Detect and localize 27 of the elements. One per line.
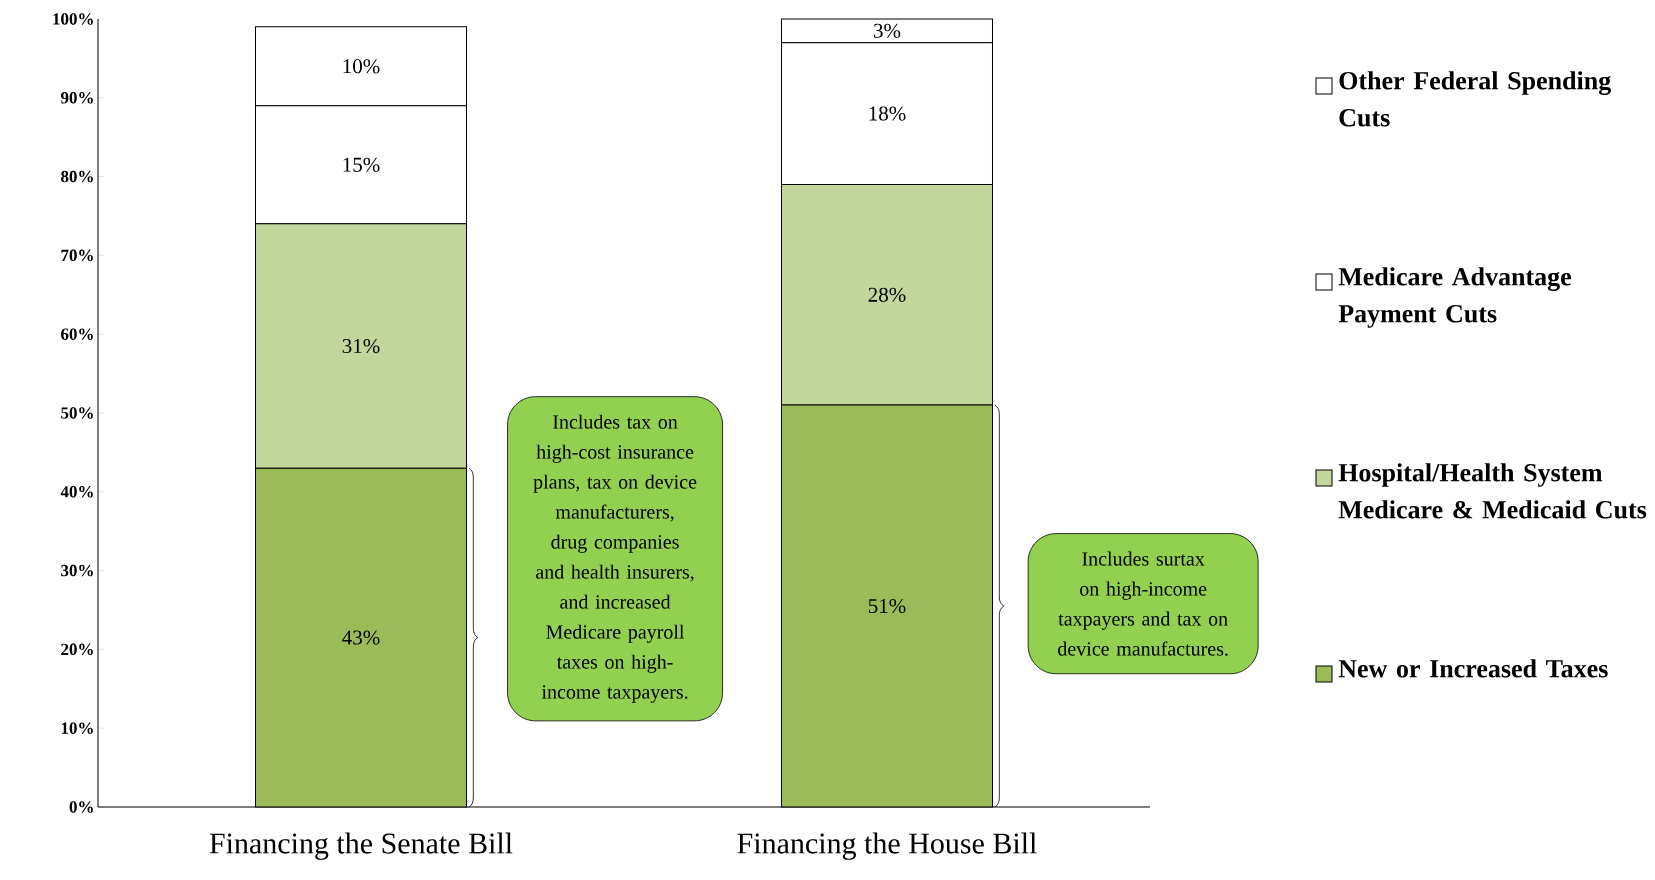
x-tick-label: Financing the Senate Bill	[209, 832, 513, 860]
legend-label: Other Federal Spending Cuts	[1339, 71, 1611, 127]
y-tick-label: 100%	[53, 13, 93, 25]
y-tick-label: 70%	[61, 249, 93, 262]
y-tick-label: 20%	[61, 643, 93, 656]
data-label: 10%	[343, 59, 380, 74]
data-label: 43%	[342, 630, 380, 645]
data-label: 28%	[868, 287, 906, 302]
y-tick-label: 90%	[60, 92, 93, 104]
legend-label: Hospital/Health System Medicare & Medicaid Cuts	[1338, 463, 1647, 519]
y-tick-label: 80%	[61, 170, 93, 183]
y-tick-label: 0%	[69, 801, 93, 813]
x-tick-label: Financing the House Bill	[737, 832, 1037, 860]
data-label: 18%	[869, 106, 906, 121]
data-label: 15%	[343, 157, 380, 172]
y-tick-label: 30%	[61, 564, 93, 577]
legend-label: Medicare Advantage Payment Cuts	[1338, 267, 1572, 328]
y-tick-label: 50%	[61, 407, 93, 419]
data-label: 3%	[874, 23, 901, 38]
text: Includes tax on high-cost insurance plans, tax on device manufacturers, drug companies and health insurers, and increased Medicare payroll taxes on high-income taxpayers.	[533, 414, 697, 703]
annotation: Includes surtax on high-income taxpayers and tax on device manufactures.	[1058, 551, 1228, 656]
y-tick-label: 10%	[61, 722, 93, 734]
legend-label: New or Increased Taxes	[1338, 659, 1608, 678]
y-tick-label: 40%	[60, 486, 93, 498]
data-label: 51%	[868, 598, 906, 614]
y-tick-label: 60%	[61, 328, 93, 340]
data-label: 31%	[342, 338, 380, 354]
